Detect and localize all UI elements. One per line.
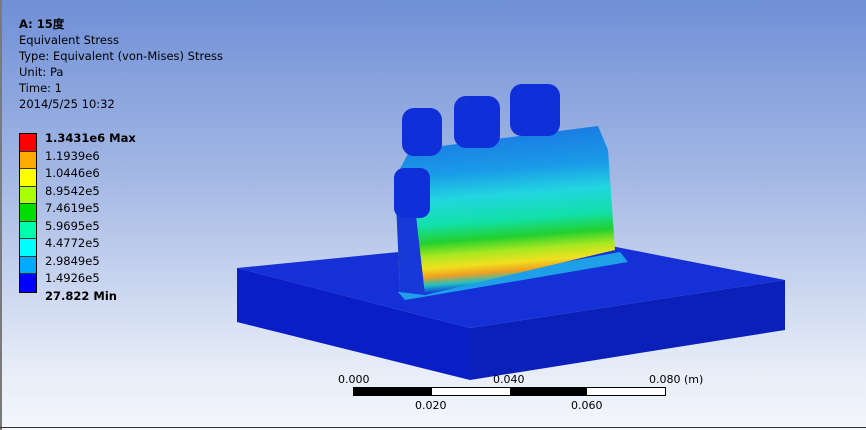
legend-label: 4.4772e5 (45, 236, 100, 250)
legend-color-bar (19, 133, 37, 293)
result-unit: Unit: Pa (19, 65, 64, 79)
legend-label: 1.0446e6 (45, 166, 100, 180)
blade-tab (510, 84, 560, 136)
legend-color-swatch (20, 134, 36, 152)
legend-color-swatch (20, 186, 36, 204)
legend-color-swatch (20, 221, 36, 239)
result-info: A: 15度 Equivalent Stress Type: Equivalen… (19, 16, 223, 112)
scale-label: 0.080 (m) (649, 373, 704, 386)
legend-max-label: 1.3431e6 Max (45, 131, 136, 145)
scale-label: 0.040 (493, 373, 525, 386)
blade-tab (394, 168, 430, 218)
legend-label: 8.9542e5 (45, 183, 100, 198)
scale-label: 0.060 (571, 399, 603, 412)
legend-min-label: 27.822 Min (45, 288, 117, 303)
viewport-bottom-border (0, 427, 866, 428)
legend-color-swatch (20, 274, 36, 292)
result-name: Equivalent Stress (19, 33, 119, 47)
result-time: Time: 1 (19, 81, 62, 95)
scale-bar-graphic (353, 387, 666, 396)
legend-label: 5.9695e5 (45, 218, 100, 233)
viewport-border (0, 0, 2, 430)
base-front-face (237, 268, 470, 380)
blade-root (398, 252, 628, 300)
result-type: Type: Equivalent (von-Mises) Stress (19, 49, 223, 63)
legend-label: 1.1939e6 (45, 148, 100, 163)
legend-color-swatch (20, 239, 36, 257)
base-right-face (470, 280, 785, 380)
legend-color-swatch (20, 151, 36, 169)
blade-tab (454, 96, 500, 148)
blade-tab (402, 108, 442, 156)
scale-label: 0.020 (415, 399, 447, 412)
legend-color-swatch (20, 204, 36, 222)
analysis-title: A: 15度 (19, 17, 65, 31)
legend-labels: 1.3431e6 Max 1.1939e6 1.0446e6 8.9542e5 … (45, 130, 136, 305)
legend-color-swatch (20, 256, 36, 274)
scale-label: 0.000 (338, 373, 370, 386)
result-date: 2014/5/25 10:32 (19, 97, 115, 111)
legend-label: 7.4619e5 (45, 201, 100, 215)
legend-label: 1.4926e5 (45, 271, 100, 285)
base-top-face (237, 236, 785, 328)
legend-label: 2.9849e5 (45, 253, 100, 268)
legend-color-swatch (20, 169, 36, 187)
blade (395, 126, 615, 295)
